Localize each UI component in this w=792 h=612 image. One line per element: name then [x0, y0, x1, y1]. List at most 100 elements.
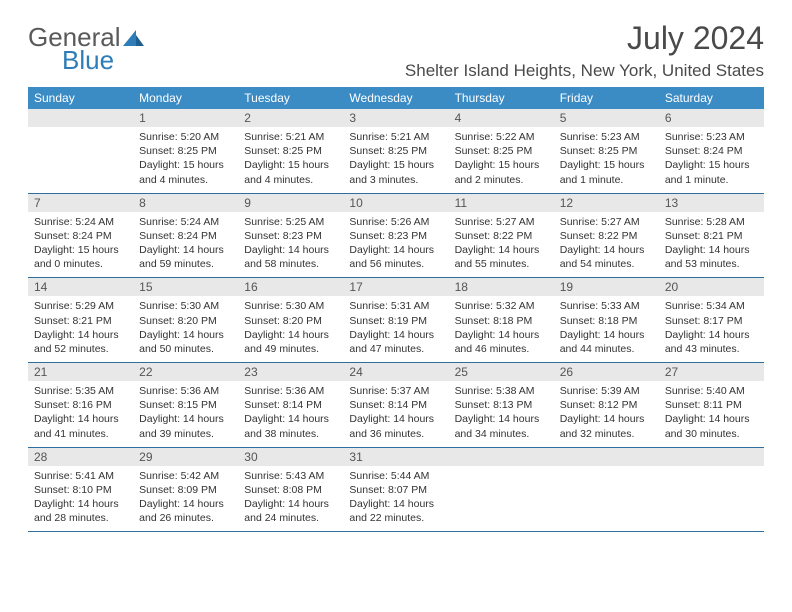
day-cell: Sunrise: 5:30 AMSunset: 8:20 PMDaylight:…	[238, 296, 343, 362]
daylight-text: Daylight: 14 hours and 59 minutes.	[139, 243, 232, 271]
calendar: Sunday Monday Tuesday Wednesday Thursday…	[28, 87, 764, 532]
day-cell: Sunrise: 5:20 AMSunset: 8:25 PMDaylight:…	[133, 127, 238, 193]
day-cell: Sunrise: 5:35 AMSunset: 8:16 PMDaylight:…	[28, 381, 133, 447]
daylight-text: Daylight: 14 hours and 26 minutes.	[139, 497, 232, 525]
day-cell: Sunrise: 5:21 AMSunset: 8:25 PMDaylight:…	[238, 127, 343, 193]
day-cell: Sunrise: 5:44 AMSunset: 8:07 PMDaylight:…	[343, 466, 448, 532]
daylight-text: Daylight: 14 hours and 38 minutes.	[244, 412, 337, 440]
day-cell: Sunrise: 5:27 AMSunset: 8:22 PMDaylight:…	[449, 212, 554, 278]
sunrise-text: Sunrise: 5:20 AM	[139, 130, 232, 144]
daylight-text: Daylight: 15 hours and 1 minute.	[665, 158, 758, 186]
sunrise-text: Sunrise: 5:27 AM	[560, 215, 653, 229]
day-number: 30	[238, 448, 343, 466]
content-row: Sunrise: 5:35 AMSunset: 8:16 PMDaylight:…	[28, 381, 764, 447]
day-cell: Sunrise: 5:27 AMSunset: 8:22 PMDaylight:…	[554, 212, 659, 278]
day-cell: Sunrise: 5:23 AMSunset: 8:25 PMDaylight:…	[554, 127, 659, 193]
day-cell: Sunrise: 5:23 AMSunset: 8:24 PMDaylight:…	[659, 127, 764, 193]
day-cell: Sunrise: 5:41 AMSunset: 8:10 PMDaylight:…	[28, 466, 133, 532]
content-row: Sunrise: 5:29 AMSunset: 8:21 PMDaylight:…	[28, 296, 764, 362]
day-number: 22	[133, 363, 238, 381]
day-number: 23	[238, 363, 343, 381]
daylight-text: Daylight: 14 hours and 55 minutes.	[455, 243, 548, 271]
day-cell: Sunrise: 5:37 AMSunset: 8:14 PMDaylight:…	[343, 381, 448, 447]
day-cell	[28, 127, 133, 193]
sunrise-text: Sunrise: 5:30 AM	[244, 299, 337, 313]
day-number: 26	[554, 363, 659, 381]
sunrise-text: Sunrise: 5:21 AM	[244, 130, 337, 144]
day-number: 3	[343, 109, 448, 127]
day-cell	[659, 466, 764, 532]
sunset-text: Sunset: 8:14 PM	[244, 398, 337, 412]
sunset-text: Sunset: 8:11 PM	[665, 398, 758, 412]
content-row: Sunrise: 5:20 AMSunset: 8:25 PM Daylight:…	[28, 127, 764, 193]
month-title: July 2024	[405, 20, 764, 57]
daylight-text: Daylight: 14 hours and 41 minutes.	[34, 412, 127, 440]
sunrise-text: Sunrise: 5:23 AM	[560, 130, 653, 144]
day-header-fri: Friday	[554, 87, 659, 109]
weeks-container: 123456 Sunrise: 5:20 AMSunset: 8:25 PM Day…	[28, 109, 764, 532]
sunrise-text: Sunrise: 5:34 AM	[665, 299, 758, 313]
day-cell: Sunrise: 5:24 AMSunset: 8:24 PMDaylight:…	[28, 212, 133, 278]
daylight-text: Daylight: 14 hours and 47 minutes.	[349, 328, 442, 356]
content-row: Sunrise: 5:41 AMSunset: 8:10 PMDaylight:…	[28, 466, 764, 532]
day-number: 10	[343, 194, 448, 212]
sunrise-text: Sunrise: 5:23 AM	[665, 130, 758, 144]
day-cell: Sunrise: 5:28 AMSunset: 8:21 PMDaylight:…	[659, 212, 764, 278]
sunset-text: Sunset: 8:08 PM	[244, 483, 337, 497]
sunset-text: Sunset: 8:20 PM	[244, 314, 337, 328]
day-cell: Sunrise: 5:30 AMSunset: 8:20 PMDaylight:…	[133, 296, 238, 362]
daylight-text: Daylight: 15 hours and 4 minutes.	[244, 158, 337, 186]
day-number: 17	[343, 278, 448, 296]
sunset-text: Sunset: 8:24 PM	[139, 229, 232, 243]
sunset-text: Sunset: 8:21 PM	[34, 314, 127, 328]
sunset-text: Sunset: 8:25 PM	[139, 144, 232, 158]
location-text: Shelter Island Heights, New York, United…	[405, 61, 764, 81]
content-row: Sunrise: 5:24 AMSunset: 8:24 PMDaylight:…	[28, 212, 764, 278]
day-cell: Sunrise: 5:21 AMSunset: 8:25 PMDaylight:…	[343, 127, 448, 193]
sunrise-text: Sunrise: 5:29 AM	[34, 299, 127, 313]
day-number: 28	[28, 448, 133, 466]
sunset-text: Sunset: 8:15 PM	[139, 398, 232, 412]
daylight-text: Daylight: 14 hours and 24 minutes.	[244, 497, 337, 525]
day-number: 1	[133, 109, 238, 127]
day-number: 5	[554, 109, 659, 127]
sunrise-text: Sunrise: 5:42 AM	[139, 469, 232, 483]
sunrise-text: Sunrise: 5:24 AM	[139, 215, 232, 229]
daylight-text: Daylight: 14 hours and 39 minutes.	[139, 412, 232, 440]
week-block: 21222324252627Sunrise: 5:35 AMSunset: 8:…	[28, 363, 764, 448]
day-number: 16	[238, 278, 343, 296]
day-number: 13	[659, 194, 764, 212]
day-cell: Sunrise: 5:42 AMSunset: 8:09 PMDaylight:…	[133, 466, 238, 532]
day-cell: Sunrise: 5:43 AMSunset: 8:08 PMDaylight:…	[238, 466, 343, 532]
sunset-text: Sunset: 8:12 PM	[560, 398, 653, 412]
week-block: 14151617181920Sunrise: 5:29 AMSunset: 8:…	[28, 278, 764, 363]
sunrise-text: Sunrise: 5:21 AM	[349, 130, 442, 144]
daylight-text: Daylight: 14 hours and 52 minutes.	[34, 328, 127, 356]
day-cell: Sunrise: 5:31 AMSunset: 8:19 PMDaylight:…	[343, 296, 448, 362]
daylight-text: Daylight: 14 hours and 36 minutes.	[349, 412, 442, 440]
week-block: 123456 Sunrise: 5:20 AMSunset: 8:25 PM Day…	[28, 109, 764, 194]
day-header-mon: Monday	[133, 87, 238, 109]
day-cell: Sunrise: 5:39 AMSunset: 8:12 PMDaylight:…	[554, 381, 659, 447]
sunset-text: Sunset: 8:22 PM	[455, 229, 548, 243]
sunrise-text: Sunrise: 5:30 AM	[139, 299, 232, 313]
logo-mark-icon	[123, 26, 145, 49]
sunrise-text: Sunrise: 5:40 AM	[665, 384, 758, 398]
sunrise-text: Sunrise: 5:43 AM	[244, 469, 337, 483]
sunrise-text: Sunrise: 5:36 AM	[244, 384, 337, 398]
day-header-row: Sunday Monday Tuesday Wednesday Thursday…	[28, 87, 764, 109]
sunrise-text: Sunrise: 5:41 AM	[34, 469, 127, 483]
day-cell: Sunrise: 5:25 AMSunset: 8:23 PMDaylight:…	[238, 212, 343, 278]
sunset-text: Sunset: 8:23 PM	[349, 229, 442, 243]
day-cell: Sunrise: 5:33 AMSunset: 8:18 PMDaylight:…	[554, 296, 659, 362]
sunrise-text: Sunrise: 5:39 AM	[560, 384, 653, 398]
sunset-text: Sunset: 8:17 PM	[665, 314, 758, 328]
daylight-text: Daylight: 14 hours and 56 minutes.	[349, 243, 442, 271]
daylight-text: Daylight: 14 hours and 43 minutes.	[665, 328, 758, 356]
day-cell: Sunrise: 5:36 AMSunset: 8:15 PMDaylight:…	[133, 381, 238, 447]
daynum-row: 123456	[28, 109, 764, 127]
sunset-text: Sunset: 8:24 PM	[665, 144, 758, 158]
daylight-text: Daylight: 14 hours and 32 minutes.	[560, 412, 653, 440]
day-number: 19	[554, 278, 659, 296]
day-number: 9	[238, 194, 343, 212]
